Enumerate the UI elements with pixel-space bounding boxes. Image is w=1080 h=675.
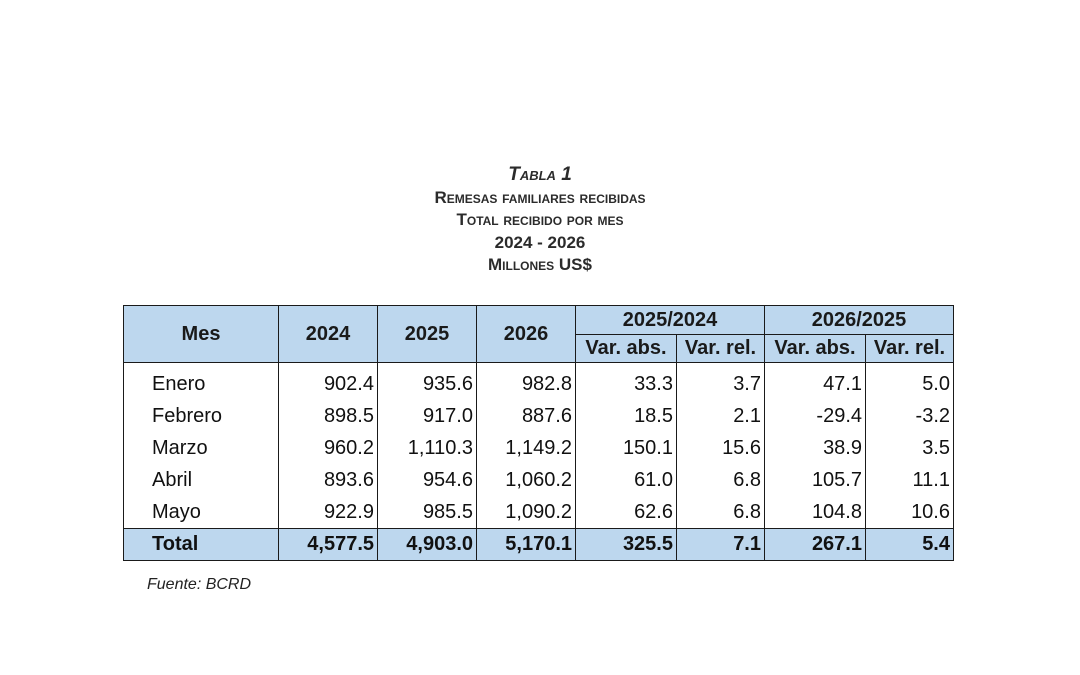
cell-var-abs-2: 105.7 (764, 464, 866, 497)
cell-var-abs-1: 62.6 (575, 496, 677, 529)
cell-2026: 1,149.2 (476, 432, 576, 465)
cell-var-rel-2: 10.6 (865, 496, 954, 529)
cell-var-abs-1: 150.1 (575, 432, 677, 465)
cell-2026: 1,090.2 (476, 496, 576, 529)
cell-var-rel-2: 5.0 (865, 362, 954, 401)
table-title-block: Tabla 1 Remesas familiares recibidas Tot… (0, 164, 1080, 277)
table-row: Marzo 960.2 1,110.3 1,149.2 150.1 15.6 3… (123, 432, 954, 465)
cell-mes: Marzo (123, 432, 279, 465)
cell-var-rel-1: 6.8 (676, 496, 765, 529)
cell-var-rel-2: 3.5 (865, 432, 954, 465)
header-2025: 2025 (377, 305, 477, 363)
table-row: Abril 893.6 954.6 1,060.2 61.0 6.8 105.7… (123, 464, 954, 497)
cell-2024: 893.6 (278, 464, 378, 497)
cell-2026: 1,060.2 (476, 464, 576, 497)
cell-var-abs-1: 33.3 (575, 362, 677, 401)
cell-var-rel-1: 15.6 (676, 432, 765, 465)
source-note: Fuente: BCRD (147, 576, 252, 593)
total-var-rel-1: 7.1 (676, 528, 765, 561)
cell-var-rel-1: 2.1 (676, 400, 765, 433)
header-row-1: Mes 2024 2025 2026 2025/2024 2026/2025 (123, 305, 954, 363)
cell-mes: Enero (123, 362, 279, 401)
cell-2025: 935.6 (377, 362, 477, 401)
cell-var-abs-2: 38.9 (764, 432, 866, 465)
table-subtitle: Total recibido por mes (456, 210, 624, 229)
table-row: Enero 902.4 935.6 982.8 33.3 3.7 47.1 5.… (123, 362, 954, 401)
cell-var-abs-1: 61.0 (575, 464, 677, 497)
cell-var-rel-2: 11.1 (865, 464, 954, 497)
cell-2025: 954.6 (377, 464, 477, 497)
table-units: Millones US$ (488, 255, 592, 274)
cell-2026: 982.8 (476, 362, 576, 401)
total-row: Total 4,577.5 4,903.0 5,170.1 325.5 7.1 … (123, 528, 954, 561)
table-row: Febrero 898.5 917.0 887.6 18.5 2.1 -29.4… (123, 400, 954, 433)
cell-2025: 985.5 (377, 496, 477, 529)
table-period: 2024 - 2026 (494, 232, 586, 252)
cell-2024: 902.4 (278, 362, 378, 401)
cell-2025: 1,110.3 (377, 432, 477, 465)
total-var-rel-2: 5.4 (865, 528, 954, 561)
cell-var-rel-1: 6.8 (676, 464, 765, 497)
cell-var-abs-2: -29.4 (764, 400, 866, 433)
cell-mes: Febrero (123, 400, 279, 433)
cell-var-rel-1: 3.7 (676, 362, 765, 401)
remittances-table: Mes 2024 2025 2026 2025/2024 2026/2025 V… (123, 305, 954, 561)
header-var-abs-1: Var. abs. (575, 334, 677, 363)
total-2024: 4,577.5 (278, 528, 378, 561)
total-label: Total (123, 528, 279, 561)
cell-mes: Mayo (123, 496, 279, 529)
header-2026: 2026 (476, 305, 576, 363)
header-mes: Mes (123, 305, 279, 363)
total-var-abs-2: 267.1 (764, 528, 866, 561)
cell-2026: 887.6 (476, 400, 576, 433)
header-var-rel-1: Var. rel. (676, 334, 765, 363)
cell-2024: 898.5 (278, 400, 378, 433)
table-number: Tabla 1 (508, 164, 572, 185)
cell-mes: Abril (123, 464, 279, 497)
cell-var-rel-2: -3.2 (865, 400, 954, 433)
cell-2024: 922.9 (278, 496, 378, 529)
header-var-rel-2: Var. rel. (865, 334, 954, 363)
header-2024: 2024 (278, 305, 378, 363)
cell-2025: 917.0 (377, 400, 477, 433)
cell-2024: 960.2 (278, 432, 378, 465)
header-var-abs-2: Var. abs. (764, 334, 866, 363)
cell-var-abs-2: 47.1 (764, 362, 866, 401)
header-group-2026-2025: 2026/2025 (764, 305, 954, 335)
total-2025: 4,903.0 (377, 528, 477, 561)
header-row-2: Var. abs. Var. rel. Var. abs. Var. rel. (124, 334, 954, 363)
total-2026: 5,170.1 (476, 528, 576, 561)
table-row: Mayo 922.9 985.5 1,090.2 62.6 6.8 104.8 … (123, 496, 954, 529)
total-var-abs-1: 325.5 (575, 528, 677, 561)
cell-var-abs-1: 18.5 (575, 400, 677, 433)
table-title: Remesas familiares recibidas (434, 187, 646, 207)
header-group-2025-2024: 2025/2024 (575, 305, 765, 335)
cell-var-abs-2: 104.8 (764, 496, 866, 529)
